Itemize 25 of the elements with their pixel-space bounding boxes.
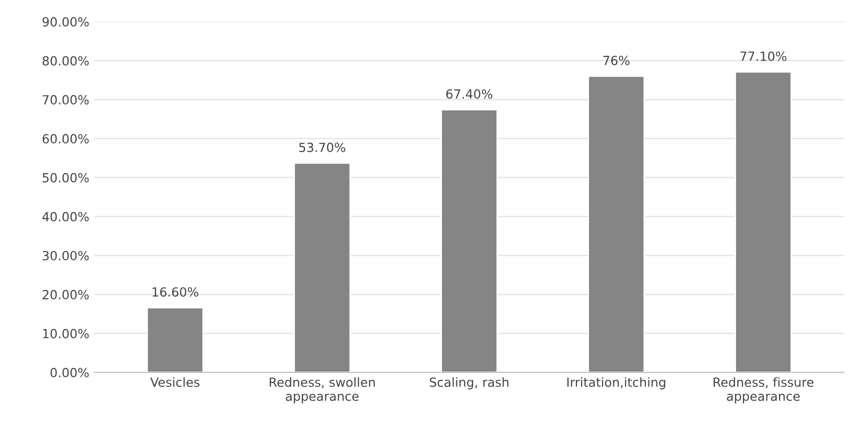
- bar: [294, 162, 351, 372]
- y-tick-label: 90.00%: [42, 17, 89, 27]
- bar: [440, 109, 498, 372]
- y-tick-label: 80.00%: [42, 56, 89, 66]
- y-tick-label: 30.00%: [42, 250, 89, 260]
- x-tick-label: Redness, swollen appearance: [270, 377, 375, 404]
- bar: [146, 306, 204, 372]
- data-label: 67.40%: [446, 89, 492, 99]
- y-tick-label: 60.00%: [42, 134, 89, 144]
- data-label: 16.60%: [152, 287, 198, 297]
- y-tick-label: 10.00%: [43, 328, 89, 338]
- x-tick-label: Redness, fissure appearance: [714, 377, 814, 404]
- bar: [734, 71, 792, 372]
- x-tick-label: Scaling, rash: [430, 377, 508, 390]
- y-tick-label: 0.00%: [50, 368, 89, 378]
- y-tick-label: 70.00%: [42, 95, 89, 105]
- y-tick-label: 40.00%: [42, 212, 89, 222]
- x-tick-label: Irritation,itching: [567, 377, 666, 390]
- data-label: 77.10%: [740, 51, 786, 61]
- data-label: 53.70%: [299, 142, 346, 152]
- y-tick-label: 20.00%: [42, 290, 89, 300]
- bar: [588, 76, 645, 372]
- y-tick-label: 50.00%: [42, 173, 89, 182]
- data-label: 76%: [603, 56, 630, 66]
- x-tick-label: Vesicles: [150, 377, 200, 387]
